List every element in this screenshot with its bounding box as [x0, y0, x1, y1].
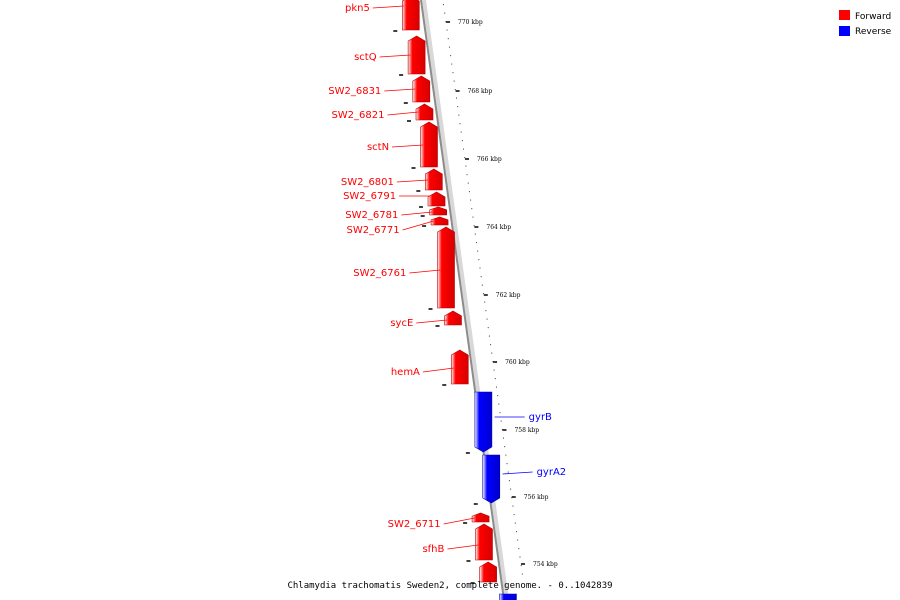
legend-label-forward: Forward [855, 12, 891, 22]
gene-arrow [407, 35, 426, 75]
gene-feature-hema [442, 349, 469, 386]
label-leaders [372, 5, 533, 550]
gene-arrow [437, 226, 455, 309]
gene-labels: pkn5 sctQ SW2_6831 SW2_6821 sctN SW2_6801 SW2_… [328, 3, 566, 555]
label-leader [402, 220, 434, 231]
label-leader [447, 544, 479, 550]
gene-arrow [425, 168, 443, 191]
gene-feature-sw2_6821 [406, 103, 434, 122]
legend-swatch-reverse [839, 26, 850, 36]
gene-label-sw2_6761: SW2_6761 [353, 268, 406, 279]
label-leader [379, 54, 411, 58]
map-caption: Chlamydia trachomatis Sweden2, complete … [287, 581, 612, 591]
gene-label-sw2_6831: SW2_6831 [328, 86, 381, 97]
label-leader [443, 517, 475, 525]
gene-label-sw2_6791: SW2_6791 [343, 191, 396, 202]
gene-arrow [412, 75, 431, 103]
label-leader [384, 88, 416, 92]
gene-arrow [415, 103, 434, 121]
gene-feature-partial-reverse [499, 593, 517, 600]
gene-feature-sw2_6781 [420, 206, 447, 217]
gene-feature-sw2_6791 [419, 191, 446, 208]
scale-label: 766 kbp [477, 156, 502, 163]
gene-feature-sw2_6801 [416, 168, 443, 192]
gene-feature-syce [435, 310, 462, 327]
gene-feature-partial-forward [470, 561, 497, 584]
gene-feature-sctn [411, 121, 438, 169]
gene-arrow [479, 561, 497, 583]
gene-arrow [444, 310, 462, 326]
label-leader [416, 319, 448, 324]
gene-label-sctn: sctN [367, 142, 389, 153]
gene-arrow [401, 0, 420, 31]
gene-label-sw2_6801: SW2_6801 [341, 177, 394, 188]
gene-label-sctq: sctQ [354, 52, 377, 63]
scale-label: 762 kbp [496, 292, 521, 299]
label-leader [392, 144, 424, 148]
gene-label-gyrb: gyrB [529, 412, 552, 423]
label-leader [409, 269, 441, 274]
legend-label-reverse: Reverse [855, 27, 892, 37]
label-leader [401, 211, 433, 216]
gene-arrow [482, 454, 501, 504]
minor-ticks [443, 4, 523, 575]
gene-arrow [429, 206, 447, 216]
gene-arrow [499, 593, 517, 600]
label-leader [387, 111, 419, 116]
label-leader [372, 5, 404, 9]
gene-feature-sw2_6831 [403, 75, 431, 104]
gene-arrow [430, 216, 449, 226]
gene-label-pkn5: pkn5 [345, 3, 370, 14]
scale-label: 768 kbp [468, 88, 493, 95]
gene-label-hema: hemA [391, 367, 420, 378]
gene-arrow [475, 523, 493, 561]
label-leader [396, 179, 428, 183]
scale-label: 756 kbp [524, 494, 549, 501]
gene-feature-sw2_6771 [422, 216, 449, 227]
gene-label-gyra2: gyrA2 [537, 467, 567, 478]
gene-feature-gyra2 [473, 454, 501, 505]
gene-feature-sfhb [466, 523, 493, 562]
gene-label-sw2_6771: SW2_6771 [347, 225, 400, 236]
gene-feature-sw2_6761 [428, 226, 455, 310]
scale-label: 760 kbp [505, 359, 530, 366]
gene-arrow [471, 512, 490, 523]
gene-arrow [420, 121, 438, 168]
gene-feature-pkn5 [393, 0, 420, 32]
scale-label: 764 kbp [486, 224, 511, 231]
gene-arrow [450, 349, 469, 385]
gene-label-sw2_6711: SW2_6711 [388, 519, 441, 530]
gene-feature-gyrb [465, 391, 493, 454]
gene-label-sw2_6781: SW2_6781 [345, 210, 398, 221]
gene-feature-sctq [399, 35, 426, 76]
legend: Forward Reverse [839, 10, 892, 37]
gene-arrow [474, 391, 493, 453]
backbone-shadow [422, 0, 509, 600]
major-ticks: 770 kbp 768 kbp 766 kbp 764 kbp 762 kbp 760 k… [446, 19, 558, 568]
label-leader [502, 471, 533, 475]
label-leader [422, 367, 454, 373]
gene-arrow [427, 191, 446, 207]
gene-label-sw2_6821: SW2_6821 [331, 110, 384, 121]
legend-swatch-forward [839, 10, 850, 20]
scale-label: 770 kbp [458, 19, 483, 26]
scale-label: 758 kbp [514, 427, 539, 434]
gene-features [393, 0, 517, 600]
gene-label-sfhb: sfhB [422, 544, 444, 555]
gene-feature-sw2_6711 [463, 512, 490, 524]
gene-label-syce: sycE [390, 318, 413, 329]
scale-label: 754 kbp [533, 561, 558, 568]
